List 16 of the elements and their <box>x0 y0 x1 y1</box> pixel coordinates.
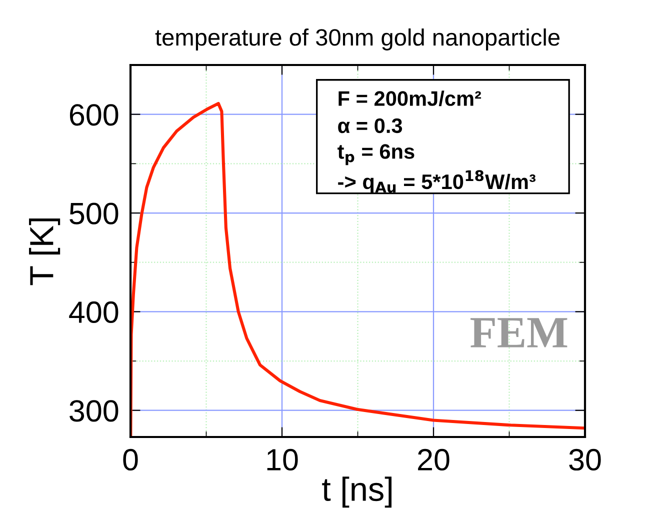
y-axis-title: T [K] <box>29 218 60 286</box>
annotation: α = 0.3 <box>338 118 402 134</box>
annotation: F = 200mJ/cm² <box>338 90 482 106</box>
annotation: t$_{p}$ = 6ns <box>338 144 414 166</box>
x-tick-label: 20 <box>418 448 450 471</box>
annotation: -> q$_{Au}$ = 5*10$^{18}$W/m³ <box>338 170 536 194</box>
chart-title: temperature of 30nm gold nanoparticle <box>155 28 560 50</box>
x-tick-label: 30 <box>569 448 601 471</box>
y-tick-label: 400 <box>69 301 118 324</box>
x-axis-title: t [ns] <box>322 476 392 508</box>
y-tick-label: 300 <box>70 400 118 422</box>
annotation: FEM <box>470 318 568 348</box>
x-tick-label: 10 <box>267 448 298 471</box>
y-tick-label: 600 <box>70 104 118 126</box>
x-tick-label: 0 <box>123 448 138 471</box>
y-tick-label: 500 <box>70 202 118 224</box>
